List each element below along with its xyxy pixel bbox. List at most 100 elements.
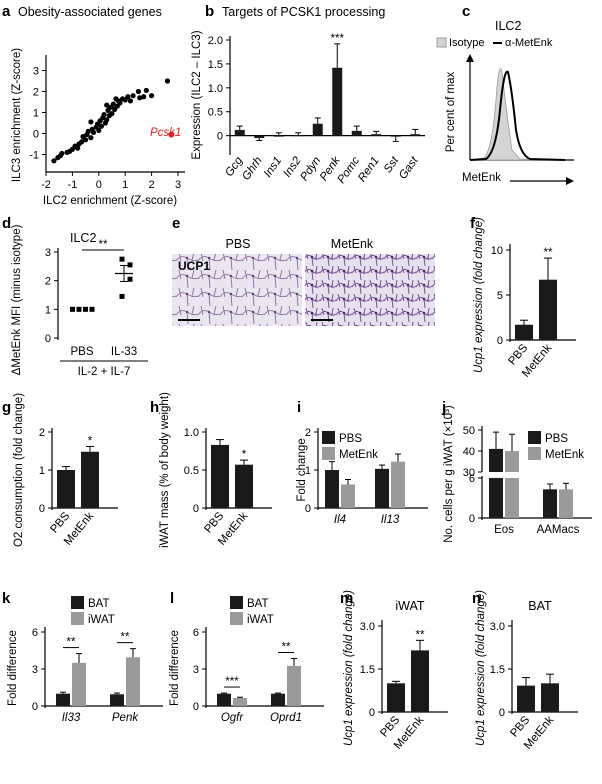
j-xtick-Eos: Eos <box>494 524 514 536</box>
panel-a-point-48 <box>104 102 110 108</box>
panel-j-pbs-legend: PBS <box>545 433 568 445</box>
panel-label-a: a <box>2 3 11 20</box>
panel-d-pbs-point-1 <box>76 306 82 312</box>
n-bar-PBS <box>517 685 535 712</box>
panel-b-bar-Ins2 <box>293 135 304 137</box>
j-ytick-label-3: 40 <box>463 446 475 458</box>
l-bar-Ogfr-BAT <box>217 693 231 706</box>
panel-c-x-label: MetEnk <box>462 172 501 184</box>
k-ytick-label-1: 3 <box>32 664 38 676</box>
panel-j-pbs-swatch <box>528 431 541 444</box>
panel-d-il33-point-0 <box>119 256 125 262</box>
pbs-ucp1-image <box>172 254 302 326</box>
panel-m-y-label: Ucp1 expression (fold change) <box>343 590 355 746</box>
panel-b-bar-Gcg <box>234 129 245 136</box>
f-ytick-label-2: 10 <box>491 245 503 257</box>
panel-d-pbs-point-0 <box>70 306 75 312</box>
panel-d-ytick-label-0: 0 <box>45 333 51 345</box>
panel-k-bat-swatch <box>71 596 84 609</box>
panel-b-bar-Penk <box>332 67 343 136</box>
panel-a-point-39 <box>127 98 134 104</box>
panel-label-i: i <box>297 399 301 416</box>
panel-b-ytick-label-3: 1.5 <box>208 59 223 71</box>
panel-i: i 0 1 2 Il4 Il13 Fold change PBS MetEnk <box>296 399 428 526</box>
i-bar-Il13-MetEnk <box>391 461 405 508</box>
l-ytick-label-0: 0 <box>193 701 199 713</box>
panel-a-point-14 <box>85 128 91 134</box>
panel-d: d ILC2 0 1 2 3 ** PBS IL-33 ΔMetEnk MFI (minus… <box>2 215 148 378</box>
panel-k-plot: 0 3 6 Il33 ** Penk ** <box>32 627 163 724</box>
panel-a-point-22 <box>98 123 105 129</box>
panel-c-y-arrow <box>466 54 474 62</box>
panel-a-ytick-label-3: 2 <box>33 87 39 99</box>
i-ytick-label-2: 2 <box>305 427 311 439</box>
panel-d-plot: 0 1 2 3 ** PBS IL-33 <box>45 239 137 358</box>
panel-a-point-30 <box>109 110 115 117</box>
f-sig: ** <box>544 247 553 259</box>
panel-b-ytick-label-2: 1.0 <box>208 83 223 95</box>
panel-b-xtick-Ghrh: Ghrh <box>240 155 265 183</box>
panel-a-point-24 <box>101 112 107 118</box>
panel-a-ytick-label-4: 3 <box>33 66 39 78</box>
panel-m-title: iWAT <box>395 599 425 613</box>
metenk-legend-label: α-MetEnk <box>505 37 553 49</box>
l-xtick-Oprd1: Oprd1 <box>270 712 302 724</box>
panel-label-k: k <box>2 590 11 607</box>
panel-b-bar-Ren1 <box>371 134 382 136</box>
panel-label-c: c <box>462 3 470 20</box>
j-bar-upper-Eos-PBS <box>489 448 503 472</box>
panel-a-x-ticks: -2 -1 0 1 2 3 <box>41 172 181 191</box>
panel-h-y-label: iWAT mass (% of body weight) <box>159 392 171 548</box>
panel-l-y-label: Fold difference <box>169 630 181 706</box>
panel-f-y-label: Ucp1 expression (fold change) <box>473 217 485 373</box>
l-sig-Ogfr: *** <box>225 676 239 688</box>
panel-a-point-8 <box>75 145 81 151</box>
k-ytick-label-2: 6 <box>32 627 38 639</box>
panel-a-point-49 <box>113 96 119 102</box>
panel-b-sig-Penk: *** <box>331 33 345 45</box>
panel-j-plot: 0 630 40 50 Eos AAMacs <box>463 425 592 536</box>
h-bar-MetEnk <box>235 464 253 508</box>
f-bar-PBS <box>515 324 533 340</box>
panel-b-ytick-label-1: 0.5 <box>208 107 223 119</box>
panel-c-title: ILC2 <box>495 19 521 33</box>
panel-k-y-label: Fold difference <box>7 630 19 706</box>
panel-label-d: d <box>2 215 11 232</box>
panel-a-xtick-label-4: 2 <box>149 179 155 191</box>
panel-a-xtick-label-1: -1 <box>68 179 78 191</box>
j-ytick-label-1: 6 <box>469 473 475 485</box>
k-sig-Penk: ** <box>121 632 130 644</box>
panel-d-xtick-IL-33: IL-33 <box>111 346 137 358</box>
k-bar-Penk-iWAT <box>126 657 140 706</box>
panel-b-xtick-Ins1: Ins1 <box>262 155 284 180</box>
panel-e: e PBS MetEnk UCP1 <box>172 215 435 326</box>
n-ytick-label-1: 1.5 <box>490 664 505 676</box>
j-xtick-AAMacs: AAMacs <box>537 524 580 536</box>
panel-k-bat-legend: BAT <box>88 598 110 610</box>
panel-a-point-42 <box>137 95 143 101</box>
panel-b-xtick-Pomc: Pomc <box>336 155 363 186</box>
metenk-image-title: MetEnk <box>331 237 374 251</box>
l-ytick-label-2: 6 <box>193 627 199 639</box>
f-bar-MetEnk <box>539 279 557 340</box>
panel-label-b: b <box>205 3 214 20</box>
panel-d-pbs-point-3 <box>89 306 95 312</box>
k-ytick-label-0: 0 <box>32 701 38 713</box>
panel-d-il33-point-2 <box>127 276 133 282</box>
panel-l-iwat-swatch <box>230 612 243 625</box>
g-bar-PBS <box>57 470 75 508</box>
panel-b-bar-Sst <box>390 135 401 137</box>
panel-a-xtick-label-2: 0 <box>96 179 102 191</box>
panel-i-metenk-legend: MetEnk <box>339 449 378 461</box>
k-bar-Penk-BAT <box>110 694 124 706</box>
panel-k-iwat-swatch <box>71 612 84 625</box>
h-ytick-label-0: 0 <box>193 503 199 515</box>
panel-b-bar-Pdyn <box>312 123 323 136</box>
panel-i-pbs-swatch <box>322 431 335 444</box>
